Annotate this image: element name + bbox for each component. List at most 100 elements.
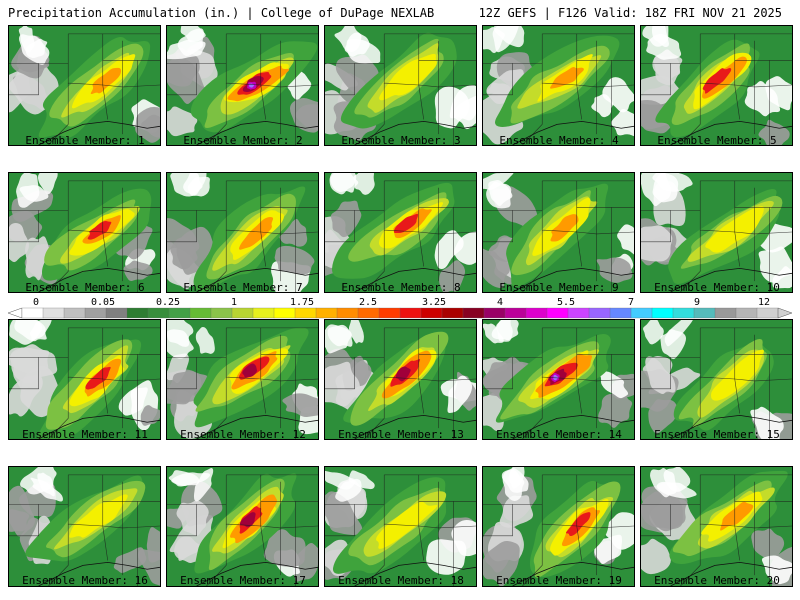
colorbar-swatch (756, 307, 779, 319)
colorbar-swatch (189, 307, 212, 319)
ensemble-member-label: Ensemble Member: 15 (654, 428, 780, 441)
colorbar-swatch (105, 307, 128, 319)
colorbar-swatch (441, 307, 464, 319)
ensemble-member-label: Ensemble Member: 16 (22, 574, 148, 587)
colorbar-tick-label: 3.25 (421, 297, 447, 308)
colorbar-tick-label: 0.25 (155, 297, 181, 308)
precip-map (641, 173, 792, 292)
ensemble-member-label: Ensemble Member: 7 (183, 281, 303, 294)
colorbar-tick-label: 0.05 (90, 297, 116, 308)
colorbar-swatch (651, 307, 674, 319)
colorbar-swatch (42, 307, 65, 319)
ensemble-member-label: Ensemble Member: 1 (25, 134, 145, 147)
ensemble-member-map (8, 172, 161, 293)
precip-map (483, 467, 634, 586)
ensemble-member-map (482, 172, 635, 293)
precip-map (325, 320, 476, 439)
precip-map (167, 173, 318, 292)
ensemble-member-label: Ensemble Member: 3 (341, 134, 461, 147)
colorbar-swatch (525, 307, 548, 319)
colorbar-swatch (21, 307, 44, 319)
ensemble-member-map (640, 25, 793, 146)
ensemble-member-label: Ensemble Member: 20 (654, 574, 780, 587)
precip-map (325, 467, 476, 586)
colorbar-swatch (609, 307, 632, 319)
ensemble-member-map (324, 172, 477, 293)
ensemble-member-label: Ensemble Member: 13 (338, 428, 464, 441)
colorbar-swatch (399, 307, 422, 319)
ensemble-member-map (166, 319, 319, 440)
ensemble-member-label: Ensemble Member: 10 (654, 281, 780, 294)
ensemble-member-map (482, 466, 635, 587)
ensemble-member-map (324, 466, 477, 587)
colorbar-tick-label: 9 (693, 297, 701, 308)
colorbar-tick-label: 12 (757, 297, 771, 308)
ensemble-member-map (8, 319, 161, 440)
ensemble-member-map (324, 25, 477, 146)
ensemble-member-map (324, 319, 477, 440)
precip-map (9, 467, 160, 586)
colorbar-swatch (672, 307, 695, 319)
precip-colorbar (8, 307, 792, 319)
colorbar-swatch (63, 307, 86, 319)
precip-map (167, 467, 318, 586)
ensemble-member-label: Ensemble Member: 4 (499, 134, 619, 147)
precip-map (9, 320, 160, 439)
ensemble-member-map (640, 319, 793, 440)
precip-map (483, 320, 634, 439)
colorbar-tick-label: 4 (496, 297, 504, 308)
ensemble-member-map (640, 172, 793, 293)
ensemble-member-label: Ensemble Member: 5 (657, 134, 777, 147)
precip-map (641, 320, 792, 439)
ensemble-member-label: Ensemble Member: 9 (499, 281, 619, 294)
colorbar-swatch (588, 307, 611, 319)
ensemble-member-map (640, 466, 793, 587)
colorbar-swatch (273, 307, 296, 319)
colorbar-swatch (357, 307, 380, 319)
colorbar-swatch (147, 307, 170, 319)
colorbar-swatch (294, 307, 317, 319)
colorbar-swatch (252, 307, 275, 319)
colorbar-swatch (336, 307, 359, 319)
colorbar-tick-label: 0 (32, 297, 40, 308)
colorbar-swatch (504, 307, 527, 319)
colorbar-tick-label: 2.5 (358, 297, 378, 308)
ensemble-member-map (166, 466, 319, 587)
colorbar-tick-label: 1.75 (289, 297, 315, 308)
ensemble-member-label: Ensemble Member: 2 (183, 134, 303, 147)
ensemble-member-map (8, 25, 161, 146)
colorbar-tick-label: 1 (230, 297, 238, 308)
ensemble-member-label: Ensemble Member: 6 (25, 281, 145, 294)
precip-map (167, 26, 318, 145)
ensemble-member-label: Ensemble Member: 14 (496, 428, 622, 441)
precip-map (325, 26, 476, 145)
precip-map (167, 320, 318, 439)
precip-map (9, 173, 160, 292)
precip-map (483, 26, 634, 145)
colorbar-swatch (420, 307, 443, 319)
precip-map (641, 467, 792, 586)
ensemble-member-label: Ensemble Member: 11 (22, 428, 148, 441)
colorbar-swatch (462, 307, 485, 319)
colorbar-swatch (714, 307, 737, 319)
colorbar-swatch (126, 307, 149, 319)
precip-map (641, 26, 792, 145)
ensemble-member-map (482, 25, 635, 146)
precip-map (9, 26, 160, 145)
ensemble-member-label: Ensemble Member: 17 (180, 574, 306, 587)
ensemble-member-label: Ensemble Member: 12 (180, 428, 306, 441)
ensemble-member-map (166, 172, 319, 293)
precip-map (325, 173, 476, 292)
colorbar-swatch (210, 307, 233, 319)
colorbar-swatch (693, 307, 716, 319)
colorbar-swatch (84, 307, 107, 319)
ensemble-member-map (482, 319, 635, 440)
ensemble-member-map (8, 466, 161, 587)
colorbar-swatch (483, 307, 506, 319)
colorbar-swatch (315, 307, 338, 319)
header-title: Precipitation Accumulation (in.) | Colle… (8, 6, 435, 20)
colorbar-swatch (567, 307, 590, 319)
colorbar-tick-label: 7 (627, 297, 635, 308)
colorbar-swatch (168, 307, 191, 319)
ensemble-member-label: Ensemble Member: 18 (338, 574, 464, 587)
